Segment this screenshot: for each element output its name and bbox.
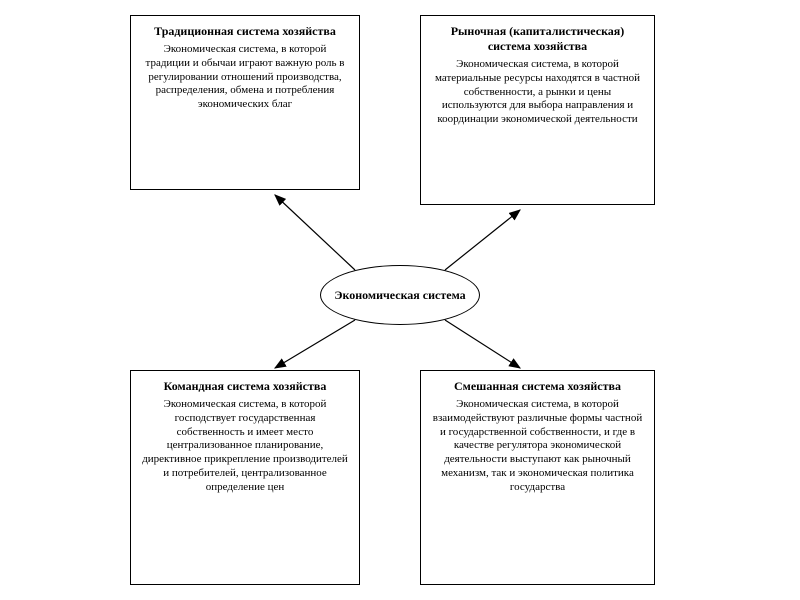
box-traditional: Традиционная система хозяйства Экономиче… [130, 15, 360, 190]
box-market: Рыночная (капиталистическая) система хоз… [420, 15, 655, 205]
center-label: Экономическая система [334, 288, 465, 302]
box-market-title: Рыночная (капиталистическая) система хоз… [431, 24, 644, 54]
arrow-to-market [445, 210, 520, 270]
arrow-to-mixed [445, 320, 520, 368]
box-market-body: Экономическая система, в которой материа… [431, 58, 644, 127]
arrow-to-traditional [275, 195, 355, 270]
box-traditional-body: Экономическая система, в которой традици… [141, 43, 349, 112]
arrow-to-command [275, 320, 355, 368]
box-command-body: Экономическая система, в которой господс… [141, 398, 349, 494]
box-command: Командная система хозяйства Экономическа… [130, 370, 360, 585]
box-command-title: Командная система хозяйства [141, 379, 349, 394]
box-mixed-body: Экономическая система, в которой взаимод… [431, 398, 644, 494]
center-node: Экономическая система [320, 265, 480, 325]
box-mixed-title: Смешанная система хозяйства [431, 379, 644, 394]
box-mixed: Смешанная система хозяйства Экономическа… [420, 370, 655, 585]
box-traditional-title: Традиционная система хозяйства [141, 24, 349, 39]
